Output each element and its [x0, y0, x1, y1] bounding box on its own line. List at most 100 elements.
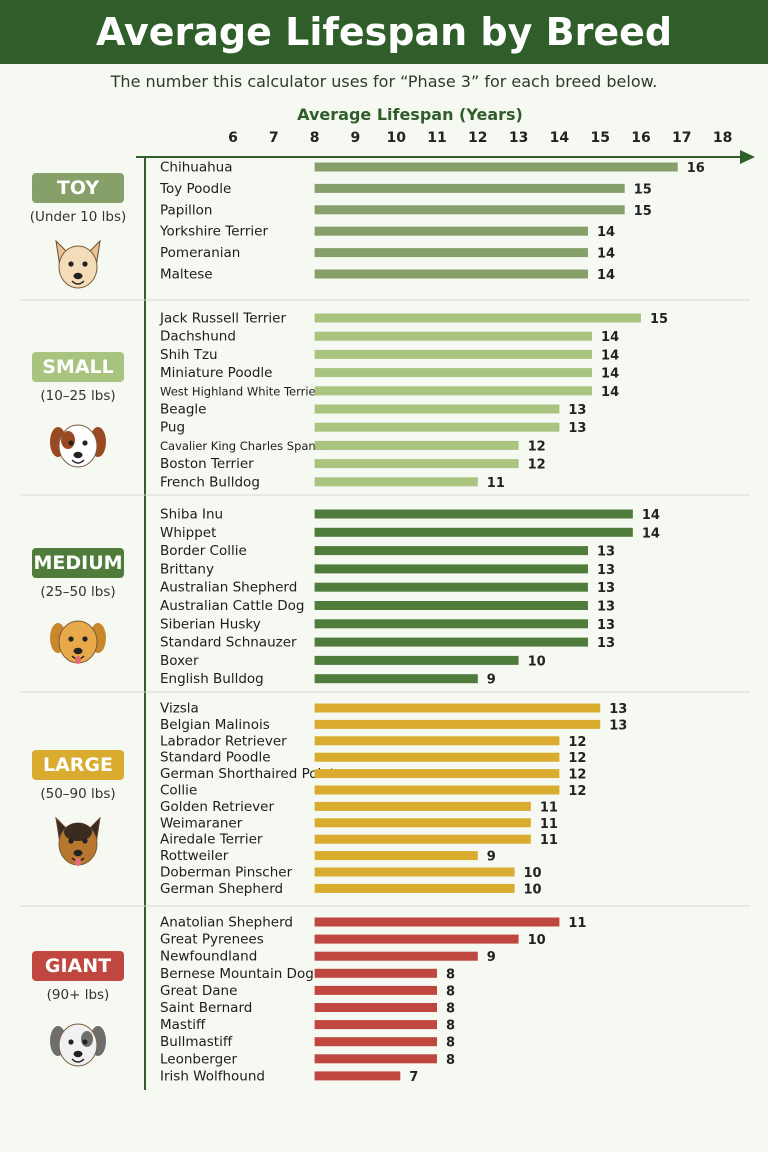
- breed-name: French Bulldog: [160, 474, 260, 490]
- dog-eye: [68, 1039, 74, 1045]
- data-label: 11: [568, 916, 586, 931]
- x-tick-label: 11: [427, 130, 446, 146]
- data-label: 8: [446, 1036, 455, 1051]
- lifespan-bar: [314, 1054, 437, 1064]
- chart-title: Average Lifespan by Breed: [95, 10, 673, 54]
- breed-name: Airedale Terrier: [160, 832, 263, 848]
- data-label: 11: [487, 476, 505, 491]
- data-label: 9: [487, 673, 496, 688]
- data-label: 13: [597, 563, 615, 578]
- data-label: 12: [568, 735, 586, 750]
- lifespan-bar: [314, 736, 560, 746]
- lifespan-bar: [314, 509, 633, 519]
- data-label: 7: [409, 1070, 418, 1085]
- lifespan-bar: [314, 769, 560, 779]
- data-label: 8: [446, 984, 455, 999]
- dog-nose: [73, 648, 83, 655]
- lifespan-bar: [314, 867, 515, 877]
- dog-eye: [68, 440, 74, 446]
- data-label: 10: [528, 654, 546, 669]
- data-label: 13: [568, 421, 586, 436]
- data-label: 10: [524, 882, 542, 897]
- data-label: 14: [642, 526, 660, 541]
- german-shepherd-icon: [55, 816, 101, 867]
- breed-name: Australian Cattle Dog: [160, 598, 304, 614]
- lifespan-bar: [314, 601, 588, 610]
- data-label: 12: [568, 768, 586, 783]
- x-tick-label: 7: [269, 130, 279, 146]
- data-label: 14: [601, 385, 619, 400]
- lifespan-bar: [314, 368, 593, 378]
- x-tick-label: 10: [386, 130, 406, 146]
- breed-name: Boston Terrier: [160, 456, 254, 472]
- data-label: 9: [487, 850, 496, 865]
- breed-name: Leonberger: [160, 1051, 237, 1067]
- size-group-label: TOY: [32, 172, 124, 203]
- size-group-range: (25–50 lbs): [40, 584, 116, 601]
- size-group-range: (10–25 lbs): [40, 387, 116, 404]
- x-tick-label: 14: [550, 130, 570, 146]
- breed-name: Siberian Husky: [160, 616, 261, 632]
- data-label: 8: [446, 1019, 455, 1034]
- lifespan-bar: [314, 477, 478, 487]
- dog-eye: [68, 838, 74, 844]
- breed-name: Collie: [160, 783, 197, 799]
- data-label: 10: [524, 866, 542, 881]
- x-tick-label: 8: [310, 130, 320, 146]
- lifespan-bar: [314, 226, 588, 236]
- lifespan-bar: [314, 527, 633, 537]
- chart-subtitle: The number this calculator uses for “Pha…: [110, 72, 658, 91]
- breed-name: Standard Schnauzer: [160, 635, 297, 651]
- breed-name: Bernese Mountain Dog: [160, 966, 314, 982]
- breed-name: Dachshund: [160, 329, 236, 345]
- breed-name: Papillon: [160, 202, 212, 218]
- breed-name: Chihuahua: [160, 160, 233, 176]
- breed-name: German Shepherd: [160, 881, 283, 897]
- dog-eye: [82, 1039, 88, 1045]
- data-label: 14: [597, 225, 615, 240]
- size-group-range: (50–90 lbs): [40, 786, 116, 803]
- data-label: 12: [528, 458, 546, 473]
- lifespan-bar: [314, 834, 531, 844]
- breed-name: Cavalier King Charles Spaniel: [160, 439, 329, 453]
- data-label: 14: [642, 508, 660, 523]
- lifespan-bar: [314, 785, 560, 795]
- breed-name: Miniature Poodle: [160, 365, 272, 381]
- chihuahua-icon: [55, 239, 101, 288]
- dog-nose: [73, 849, 83, 857]
- data-label: 12: [568, 751, 586, 766]
- data-label: 11: [540, 817, 558, 832]
- data-label: 14: [597, 247, 615, 262]
- lifespan-bar: [314, 440, 519, 450]
- dog-eye: [82, 260, 88, 267]
- size-group-label: MEDIUM: [32, 548, 124, 579]
- data-label: 16: [687, 161, 705, 176]
- dog-mouth: [71, 279, 85, 285]
- dog-marking: [64, 823, 92, 842]
- dog-mouth: [71, 1058, 85, 1063]
- data-label: 14: [601, 348, 619, 363]
- x-axis-arrow: [740, 150, 755, 164]
- dog-face: [58, 1023, 98, 1067]
- data-label: 13: [597, 600, 615, 615]
- breed-name: Great Dane: [160, 983, 237, 999]
- lifespan-bar: [314, 818, 531, 828]
- data-label: 14: [601, 367, 619, 382]
- breed-name: Whippet: [160, 525, 216, 541]
- breed-name: Pomeranian: [160, 245, 240, 261]
- lifespan-bar: [314, 459, 519, 469]
- dog-face: [58, 245, 98, 288]
- lifespan-bar: [314, 564, 588, 574]
- breed-name: Toy Poodle: [159, 181, 231, 197]
- breed-name: Weimaraner: [160, 815, 243, 831]
- x-tick-label: 18: [713, 130, 732, 146]
- data-label: 13: [597, 581, 615, 596]
- breed-name: Shiba Inu: [160, 507, 223, 523]
- x-axis-label: Average Lifespan (Years): [297, 105, 523, 124]
- data-label: 8: [446, 967, 455, 982]
- data-label: 13: [597, 618, 615, 633]
- lifespan-bar: [314, 985, 437, 995]
- dog-eye: [82, 440, 88, 446]
- lifespan-bar: [314, 582, 588, 592]
